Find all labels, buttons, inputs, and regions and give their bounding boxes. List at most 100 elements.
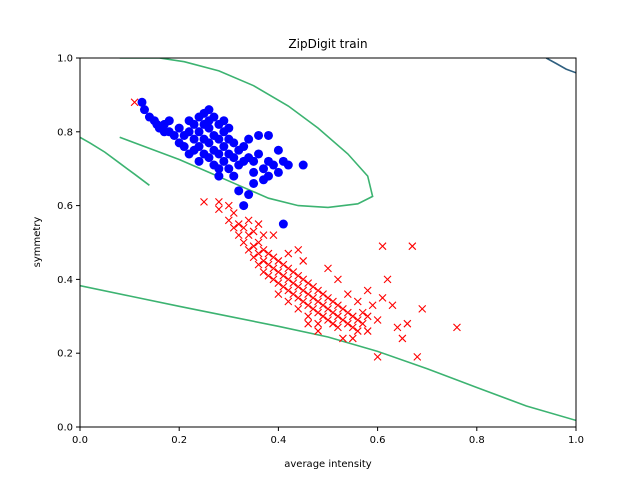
data-point-x xyxy=(264,249,273,258)
data-point-x xyxy=(239,238,248,247)
y-axis-ticks: 0.0 0.2 0.4 0.6 0.8 1.0 xyxy=(57,54,80,434)
data-point-x xyxy=(348,334,357,343)
data-point-x xyxy=(309,293,318,302)
data-point-x xyxy=(353,327,362,335)
data-point-x xyxy=(373,353,382,361)
y-tick-label: 1.0 xyxy=(57,54,73,65)
data-point-x xyxy=(284,264,293,273)
data-point-x xyxy=(353,316,362,324)
data-point-circle xyxy=(214,164,224,174)
x-tick-label: 0.4 xyxy=(270,435,286,446)
x-tick-label: 0.0 xyxy=(72,435,88,446)
data-point-x xyxy=(254,249,263,258)
data-point-circle xyxy=(159,127,169,137)
data-point-x xyxy=(334,301,342,310)
data-point-circle xyxy=(137,97,147,107)
data-point-x xyxy=(304,319,313,328)
data-point-circle xyxy=(204,153,214,163)
y-axis-label: symmetry xyxy=(32,217,43,268)
data-point-x xyxy=(284,275,293,284)
data-point-x xyxy=(363,286,372,295)
contour-line xyxy=(545,58,576,74)
data-point-x xyxy=(294,282,303,291)
data-point-circle xyxy=(254,130,264,140)
data-point-x xyxy=(254,260,263,269)
data-point-x xyxy=(363,327,372,335)
data-point-x xyxy=(289,279,298,287)
data-point-x xyxy=(378,293,387,302)
data-point-x xyxy=(279,271,288,280)
x-tick-label: 0.8 xyxy=(469,435,485,446)
data-point-x xyxy=(259,231,268,240)
data-point-circle xyxy=(224,123,234,133)
data-point-circle xyxy=(184,127,194,137)
data-point-circle xyxy=(204,138,214,148)
data-point-x xyxy=(329,319,337,328)
data-point-x xyxy=(289,268,298,276)
data-point-circle xyxy=(229,138,239,148)
data-point-x xyxy=(378,242,387,251)
data-point-x xyxy=(224,216,233,225)
data-point-x xyxy=(363,312,372,321)
data-point-x xyxy=(249,227,258,236)
data-point-x xyxy=(259,257,268,265)
y-tick-label: 0.0 xyxy=(57,423,73,434)
data-point-x xyxy=(453,323,461,332)
data-point-x xyxy=(343,308,352,317)
data-point-x xyxy=(229,209,238,217)
data-point-x xyxy=(274,268,283,276)
contour-line xyxy=(80,136,150,186)
data-point-x xyxy=(388,301,397,310)
data-point-x xyxy=(244,231,253,240)
data-point-x xyxy=(314,286,322,295)
data-point-x xyxy=(338,305,347,313)
data-point-x xyxy=(269,264,278,273)
data-point-x xyxy=(413,353,422,361)
data-point-x xyxy=(299,257,308,265)
data-point-x xyxy=(358,308,367,317)
data-point-x xyxy=(259,245,268,254)
data-point-x xyxy=(274,290,283,299)
y-tick-label: 0.6 xyxy=(57,201,73,212)
y-tick-label: 0.4 xyxy=(57,275,73,286)
data-point-circle xyxy=(179,142,189,152)
data-point-x xyxy=(249,242,258,251)
data-point-x xyxy=(324,293,332,302)
data-point-circle xyxy=(194,142,204,152)
data-point-x xyxy=(314,308,322,317)
data-point-circle xyxy=(268,160,278,170)
data-point-circle xyxy=(219,156,229,166)
data-point-x xyxy=(254,238,263,247)
data-point-x xyxy=(418,305,427,313)
data-point-x xyxy=(338,334,347,343)
data-point-x xyxy=(200,198,208,206)
data-point-x xyxy=(348,323,357,332)
data-point-x xyxy=(244,216,253,225)
data-point-x xyxy=(329,297,337,306)
data-point-x xyxy=(324,316,332,324)
data-point-x xyxy=(334,312,342,321)
data-point-x xyxy=(304,279,313,287)
data-point-circle xyxy=(219,142,229,152)
data-point-circle xyxy=(239,201,249,211)
data-point-x xyxy=(309,282,318,291)
data-point-x xyxy=(264,271,273,280)
x-tick-label: 0.2 xyxy=(171,435,187,446)
data-point-x xyxy=(398,334,407,343)
data-point-circle xyxy=(164,116,174,126)
y-tick-label: 0.2 xyxy=(57,349,73,360)
data-point-circle xyxy=(298,160,308,170)
data-point-circle xyxy=(259,164,269,174)
data-point-circle xyxy=(254,149,264,159)
data-point-x xyxy=(324,305,332,313)
data-point-x xyxy=(279,260,288,269)
data-point-x xyxy=(338,316,347,324)
data-point-x xyxy=(309,305,318,313)
data-point-circle xyxy=(139,105,149,115)
data-point-circle xyxy=(194,156,204,166)
data-point-circle xyxy=(214,171,224,181)
data-point-x xyxy=(284,297,293,306)
plot-frame xyxy=(79,57,577,428)
data-point-x xyxy=(334,275,342,284)
data-point-x xyxy=(304,290,313,299)
